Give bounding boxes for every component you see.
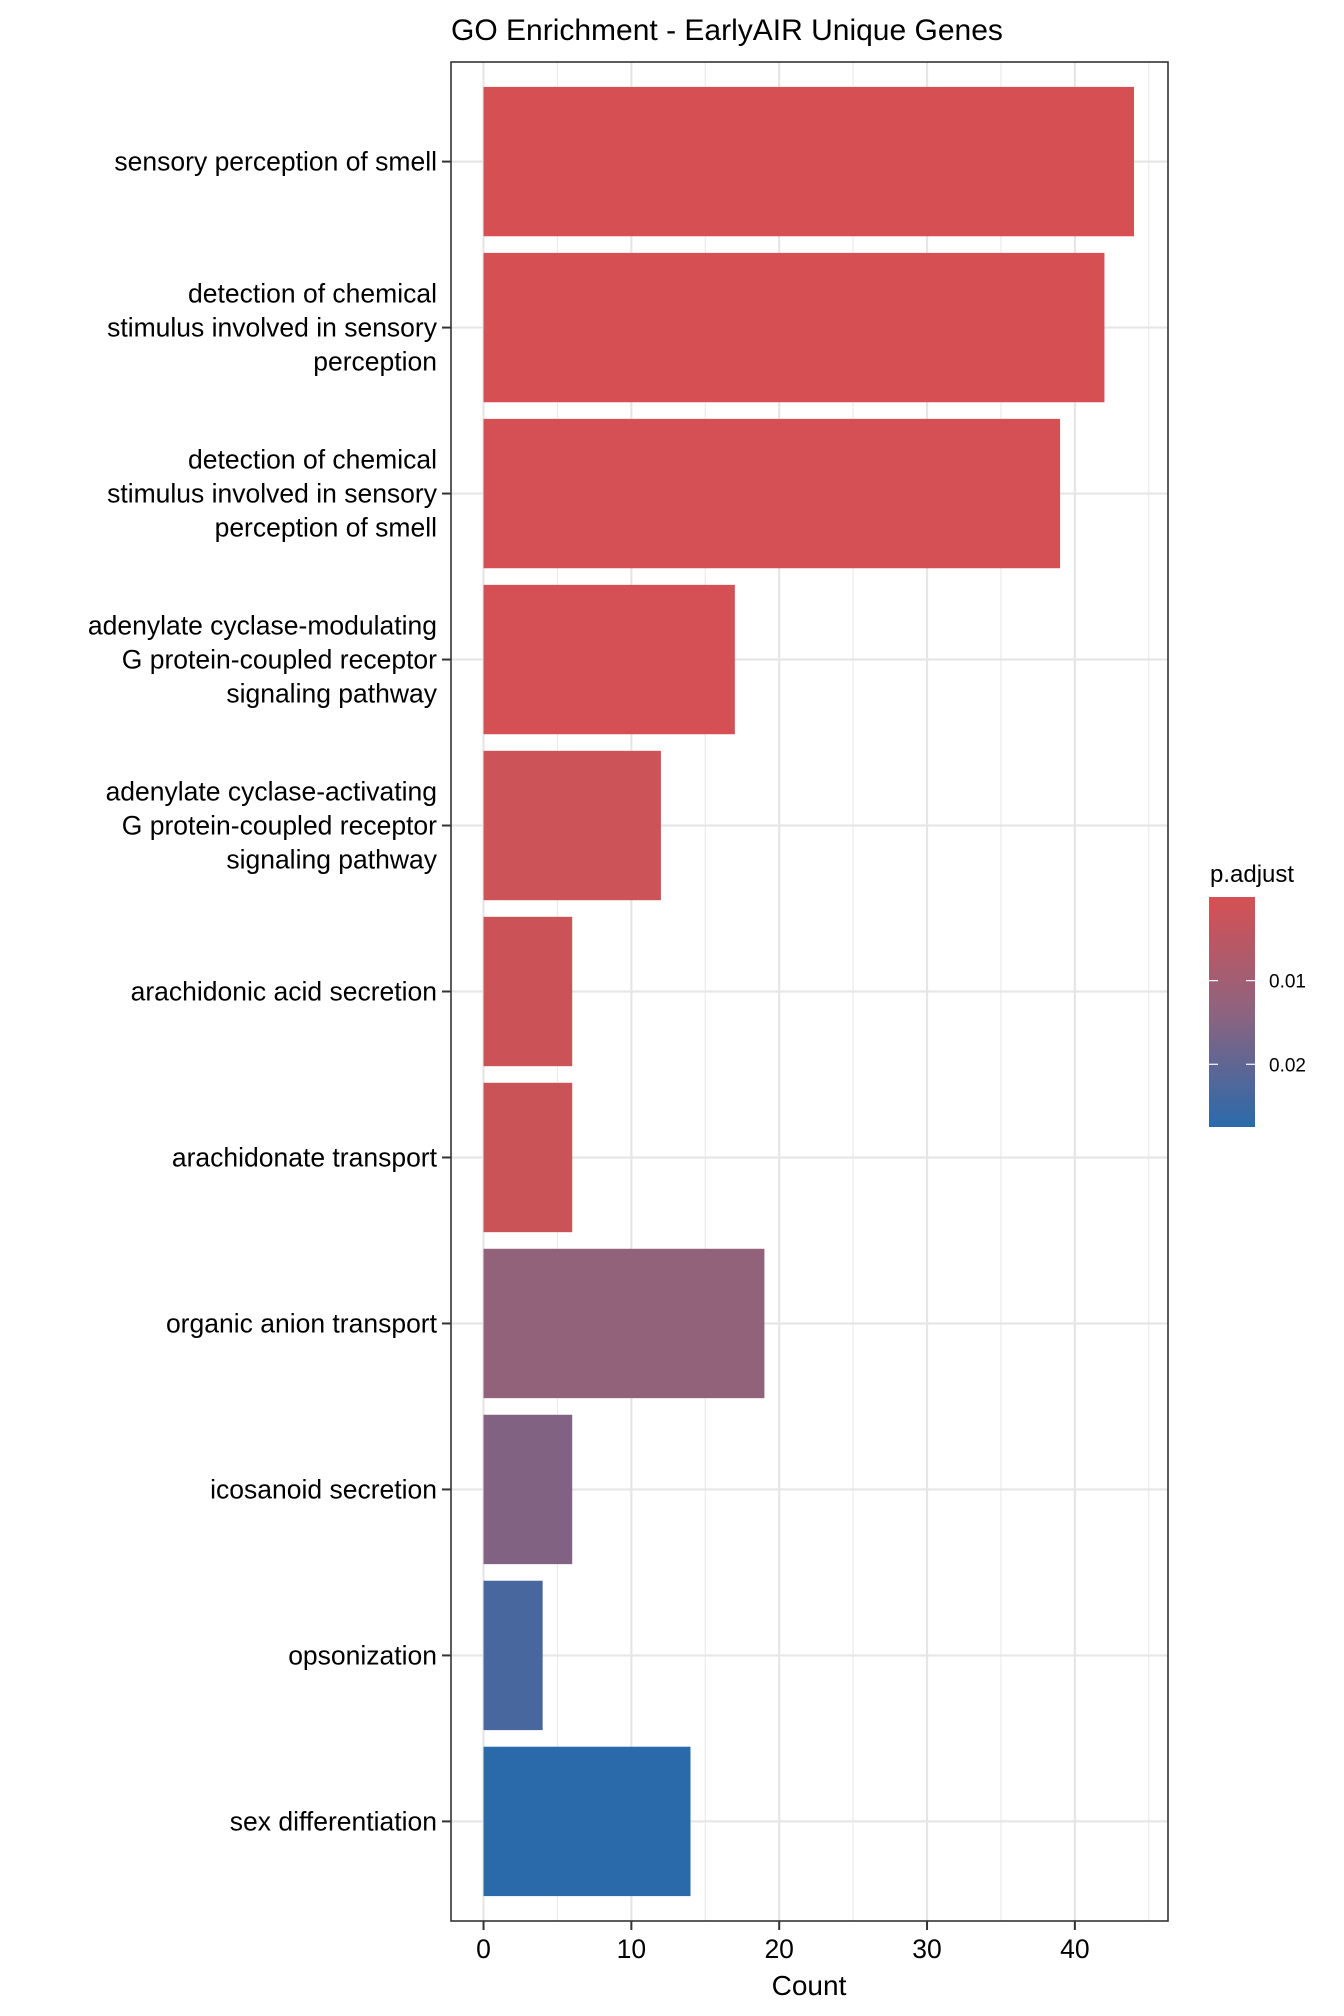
y-tick-label-line: perception bbox=[313, 347, 437, 377]
x-axis-title: Count bbox=[772, 1970, 847, 2001]
y-tick-label: arachidonate transport bbox=[172, 1142, 438, 1172]
bar bbox=[483, 1248, 765, 1399]
bar bbox=[483, 1082, 573, 1233]
y-tick-label-line: arachidonic acid secretion bbox=[131, 977, 437, 1007]
bar bbox=[483, 1746, 691, 1897]
x-tick-label: 0 bbox=[476, 1934, 491, 1964]
y-tick-label-line: organic anion transport bbox=[166, 1308, 438, 1338]
y-tick-label-line: icosanoid secretion bbox=[210, 1474, 437, 1504]
y-tick-label-line: perception of smell bbox=[215, 513, 437, 543]
legend-tick-label: 0.02 bbox=[1269, 1055, 1306, 1076]
chart-title: GO Enrichment - EarlyAIR Unique Genes bbox=[451, 14, 1003, 47]
y-tick-label-line: detection of chemical bbox=[188, 445, 437, 475]
bars bbox=[483, 86, 1134, 1897]
y-tick-label: organic anion transport bbox=[166, 1308, 438, 1338]
y-tick-label-line: signaling pathway bbox=[226, 845, 437, 875]
legend: p.adjust 0.01 0.02 bbox=[1209, 861, 1306, 1127]
y-tick-label: adenylate cyclase-modulating G protein-co… bbox=[88, 611, 438, 709]
legend-colorbar bbox=[1209, 897, 1255, 1127]
y-tick-label-line: stimulus involved in sensory bbox=[107, 313, 438, 343]
bar bbox=[483, 86, 1134, 237]
y-tick-label-line: sex differentiation bbox=[230, 1806, 437, 1836]
legend-tick-label: 0.01 bbox=[1269, 972, 1306, 993]
bar bbox=[483, 584, 735, 735]
y-tick-label: opsonization bbox=[288, 1640, 437, 1670]
y-tick-label-line: G protein-coupled receptor bbox=[122, 811, 437, 841]
y-tick-label: icosanoid secretion bbox=[210, 1474, 437, 1504]
x-tick-label: 10 bbox=[617, 1934, 646, 1964]
x-tick-label: 20 bbox=[764, 1934, 793, 1964]
y-tick-label-line: stimulus involved in sensory bbox=[107, 479, 438, 509]
y-tick-label: sensory perception of smell bbox=[114, 147, 437, 177]
x-axis: 0 10 20 30 40 bbox=[476, 1921, 1090, 1964]
y-tick-label: sex differentiation bbox=[230, 1806, 437, 1836]
bar bbox=[483, 750, 661, 901]
y-tick-label: detection of chemical stimulus involved i… bbox=[107, 279, 438, 377]
y-tick-label: detection of chemical stimulus involved i… bbox=[107, 445, 438, 543]
y-tick-label: adenylate cyclase-activating G protein-co… bbox=[106, 777, 438, 875]
y-tick-label: arachidonic acid secretion bbox=[131, 977, 437, 1007]
legend-title: p.adjust bbox=[1210, 861, 1294, 888]
y-tick-label-line: sensory perception of smell bbox=[114, 147, 437, 177]
y-tick-label-line: opsonization bbox=[288, 1640, 437, 1670]
y-tick-label-line: adenylate cyclase-modulating bbox=[88, 611, 437, 641]
bar bbox=[483, 916, 573, 1067]
y-tick-label-line: adenylate cyclase-activating bbox=[106, 777, 437, 807]
y-axis: sensory perception of smell detection of … bbox=[88, 147, 451, 1836]
bar bbox=[483, 252, 1105, 403]
y-tick-label-line: G protein-coupled receptor bbox=[122, 645, 437, 675]
y-tick-label-line: signaling pathway bbox=[226, 679, 437, 709]
legend-ticks: 0.01 0.02 bbox=[1209, 972, 1306, 1076]
x-tick-label: 40 bbox=[1060, 1934, 1089, 1964]
bar bbox=[483, 418, 1061, 569]
bar bbox=[483, 1414, 573, 1565]
x-tick-label: 30 bbox=[912, 1934, 941, 1964]
y-tick-label-line: arachidonate transport bbox=[172, 1142, 438, 1172]
bar bbox=[483, 1580, 543, 1731]
y-tick-label-line: detection of chemical bbox=[188, 279, 437, 309]
